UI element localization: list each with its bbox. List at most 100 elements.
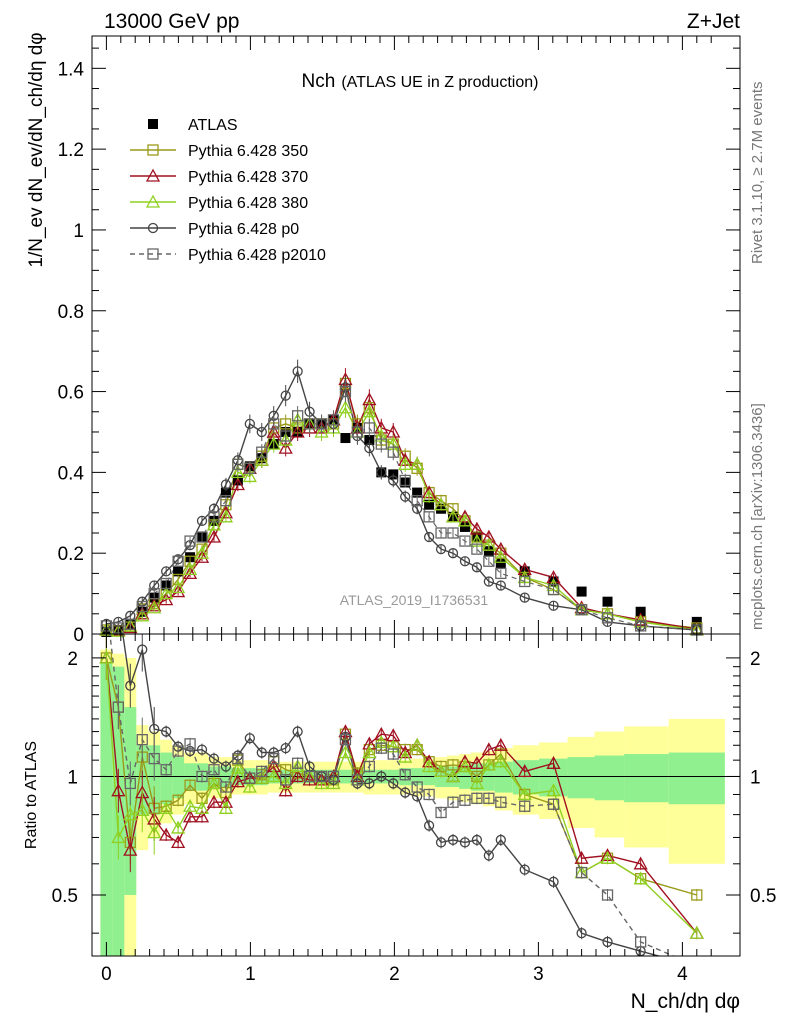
ratio-point-pythia-6-428-p0 xyxy=(196,744,208,755)
point-atlas xyxy=(185,552,196,563)
point-pythia-6-428-380 xyxy=(194,545,210,559)
point-pythia-6-428-p2010 xyxy=(220,495,232,507)
ratio-point-pythia-6-428-p0 xyxy=(149,723,160,735)
uncertainty-band-inner xyxy=(594,755,625,801)
chart-title: Nch (ATLAS UE in Z production) xyxy=(302,71,539,92)
point-pythia-6-428-p2010 xyxy=(315,418,328,430)
legend-label-pythia-6-428-380: Pythia 6.428 380 xyxy=(188,195,308,212)
point-pythia-6-428-p2010 xyxy=(196,531,208,543)
rivet-label: Rivet 3.1.10, ≥ 2.7M events xyxy=(749,82,766,265)
point-pythia-6-428-p2010 xyxy=(244,462,256,474)
ratio-point-pythia-6-428-p0 xyxy=(435,837,447,848)
point-pythia-6-428-380 xyxy=(182,561,198,576)
ratio-point-pythia-6-428-380 xyxy=(147,825,162,839)
point-pythia-6-428-p2010 xyxy=(339,385,352,398)
ratio-point-pythia-6-428-380 xyxy=(171,820,186,834)
point-pythia-6-428-380 xyxy=(278,432,293,446)
point-pythia-6-428-p2010 xyxy=(172,555,184,567)
ratio-point-pythia-6-428-p2010 xyxy=(363,760,375,773)
y-tick-label: 0.6 xyxy=(58,383,84,404)
ratio-point-pythia-6-428-p2010 xyxy=(315,770,328,783)
point-pythia-6-428-p0 xyxy=(548,600,559,611)
ratio-point-pythia-6-428-370 xyxy=(546,755,561,769)
uncertainty-band-inner xyxy=(567,757,595,799)
point-pythia-6-428-380 xyxy=(481,537,496,551)
point-atlas xyxy=(576,586,587,597)
point-pythia-6-428-380 xyxy=(111,623,126,637)
point-pythia-6-428-380 xyxy=(457,513,473,527)
ratio-point-pythia-6-428-p2010 xyxy=(519,800,531,812)
point-atlas xyxy=(602,596,613,607)
ratio-point-pythia-6-428-350 xyxy=(172,794,184,806)
ratio-point-pythia-6-428-380 xyxy=(410,737,425,751)
ratio-point-pythia-6-428-p2010 xyxy=(112,701,125,713)
ratio-point-pythia-6-428-p0 xyxy=(400,787,411,798)
point-pythia-6-428-p0 xyxy=(423,531,435,543)
point-pythia-6-428-380 xyxy=(242,469,257,483)
ratio-point-pythia-6-428-380 xyxy=(182,798,198,812)
ratio-point-pythia-6-428-370 xyxy=(493,737,508,751)
ratio-point-pythia-6-428-p2010 xyxy=(495,796,507,808)
point-pythia-6-428-p2010 xyxy=(112,622,125,634)
point-pythia-6-428-p0 xyxy=(196,515,208,527)
point-pythia-6-428-p0 xyxy=(495,580,506,591)
point-atlas xyxy=(635,606,646,617)
ratio-point-pythia-6-428-p2010 xyxy=(232,752,244,765)
legend-label-pythia-6-428-350: Pythia 6.428 350 xyxy=(188,143,308,160)
uncertainty-band-inner xyxy=(624,754,669,803)
ratio-point-pythia-6-428-380 xyxy=(314,776,329,790)
legend-label-pythia-6-428-370: Pythia 6.428 370 xyxy=(188,169,308,186)
ratio-point-pythia-6-428-370 xyxy=(230,774,245,788)
point-pythia-6-428-p2010 xyxy=(459,535,471,547)
ratio-point-pythia-6-428-p0 xyxy=(161,726,172,737)
ratio-point-pythia-6-428-p2010 xyxy=(399,769,411,781)
ratio-point-pythia-6-428-380 xyxy=(218,800,234,814)
point-atlas xyxy=(173,566,184,577)
x-tick-label: 3 xyxy=(533,964,544,985)
ratio-point-pythia-6-428-p2010 xyxy=(435,806,447,819)
point-pythia-6-428-p2010 xyxy=(136,600,148,613)
point-pythia-6-428-p2010 xyxy=(471,543,483,555)
ratio-point-pythia-6-428-p2010 xyxy=(634,936,647,948)
ratio-point-pythia-6-428-350 xyxy=(184,779,196,791)
point-pythia-6-428-380 xyxy=(218,509,234,523)
point-pythia-6-428-p0 xyxy=(220,479,232,490)
ratio-point-pythia-6-428-380 xyxy=(398,749,413,763)
point-pythia-6-428-p0 xyxy=(292,366,303,377)
uncertainty-band-inner xyxy=(494,761,513,793)
point-pythia-6-428-p2010 xyxy=(375,438,387,450)
point-pythia-6-428-370 xyxy=(182,566,198,580)
y-tick-label: 1.4 xyxy=(58,59,85,80)
point-pythia-6-428-p2010 xyxy=(387,446,399,458)
point-pythia-6-428-380 xyxy=(123,618,138,632)
point-pythia-6-428-380 xyxy=(147,600,162,614)
series-line-pythia-6-428-370 xyxy=(106,376,697,632)
point-pythia-6-428-380 xyxy=(135,608,150,622)
point-pythia-6-428-p2010 xyxy=(483,555,495,567)
legend-label-pythia-6-428-p0: Pythia 6.428 p0 xyxy=(188,221,299,238)
ratio-point-pythia-6-428-380 xyxy=(457,759,473,773)
point-pythia-6-428-p2010 xyxy=(575,604,588,616)
x-tick-label: 4 xyxy=(677,964,688,985)
ratio-point-pythia-6-428-380 xyxy=(469,776,485,790)
ratio-line-pythia-6-428-380 xyxy=(105,657,698,934)
point-atlas xyxy=(483,546,494,557)
ratio-point-pythia-6-428-380 xyxy=(135,803,150,817)
x-tick-label: 0 xyxy=(101,964,112,985)
x-tick-label: 1 xyxy=(245,964,256,985)
y-tick-label: 0 xyxy=(73,625,84,646)
ratio-panel: 0.5 0.5 1 1 2 2 0 1 2 3 4 Ratio to ATLAS N_ch/dη d… xyxy=(23,633,776,1013)
ratio-y-axis-label: Ratio to ATLAS xyxy=(23,741,40,849)
point-pythia-6-428-p2010 xyxy=(399,474,411,487)
point-pythia-6-428-p2010 xyxy=(519,575,531,588)
point-pythia-6-428-p0 xyxy=(519,592,530,603)
point-pythia-6-428-p2010 xyxy=(303,418,316,430)
legend-label-pythia-6-428-p2010: Pythia 6.428 p2010 xyxy=(188,247,326,264)
ratio-point-pythia-6-428-p0 xyxy=(548,876,559,887)
point-pythia-6-428-p0 xyxy=(256,426,267,438)
ratio-point-pythia-6-428-p0 xyxy=(208,753,220,764)
ratio-point-pythia-6-428-380 xyxy=(362,745,377,759)
point-pythia-6-428-p0 xyxy=(447,548,459,559)
ratio-point-pythia-6-428-p0 xyxy=(459,837,471,848)
point-pythia-6-428-p2010 xyxy=(232,458,244,470)
